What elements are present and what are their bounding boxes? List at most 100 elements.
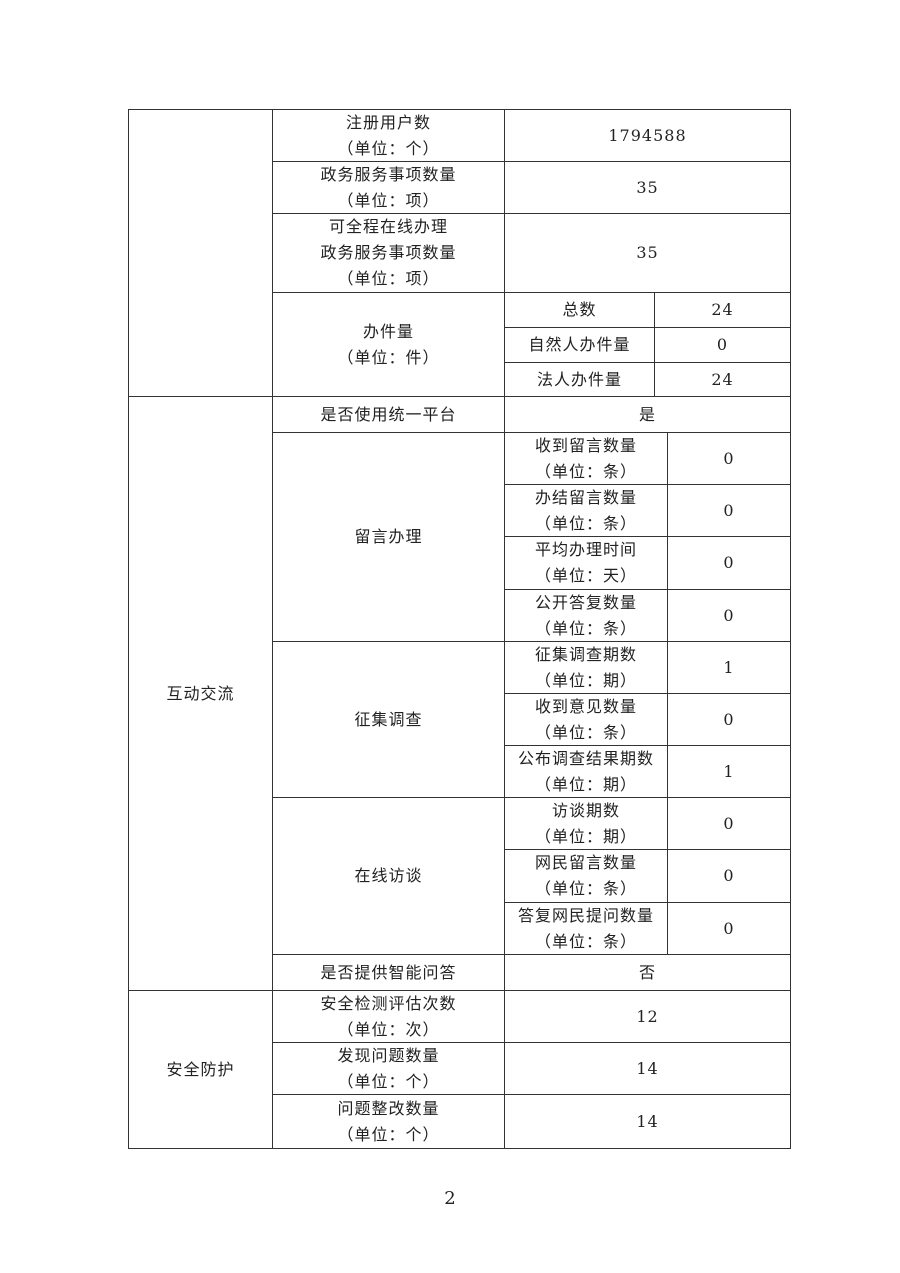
- label-text: 可全程在线办理: [328, 217, 448, 236]
- label-cell: 问题整改数量 （单位：个）: [272, 1094, 505, 1149]
- label-text: 是否提供智能问答: [320, 962, 457, 982]
- label-text: 办结留言数量: [534, 487, 637, 507]
- unit-text: （单位：项）: [337, 269, 440, 288]
- label-cell: 在线访谈: [272, 797, 505, 955]
- label-cell: 可全程在线办理 政务服务事项数量 （单位：项）: [272, 213, 505, 293]
- value-text: 1: [723, 657, 735, 677]
- value-cell: 14: [504, 1042, 791, 1095]
- unit-text: （单位：条）: [534, 722, 637, 742]
- sub-value-cell: 1: [667, 745, 791, 798]
- value-text: 35: [636, 243, 659, 262]
- unit-text: （单位：天）: [534, 566, 637, 585]
- label-text: 征集调查期数: [534, 644, 637, 664]
- label-text: 办件量: [362, 321, 414, 341]
- label-text: 发现问题数量: [337, 1045, 440, 1065]
- value-cell: 35: [504, 161, 791, 214]
- value-text: 24: [711, 300, 734, 319]
- value-cell: 14: [504, 1094, 791, 1149]
- label-text: 安全检测评估次数: [320, 993, 457, 1013]
- sub-label-cell: 办结留言数量 （单位：条）: [504, 484, 668, 537]
- section-cell: [128, 109, 273, 397]
- label-text: 法人办件量: [536, 369, 622, 389]
- sub-label-cell: 自然人办件量: [504, 327, 655, 363]
- value-text: 14: [636, 1111, 659, 1131]
- sub-value-cell: 24: [654, 292, 791, 328]
- label-cell: 安全检测评估次数 （单位：次）: [272, 990, 505, 1043]
- sub-label-cell: 平均办理时间 （单位：天）: [504, 536, 668, 590]
- unit-text: （单位：期）: [534, 670, 637, 690]
- sub-label-cell: 收到意见数量 （单位：条）: [504, 693, 668, 746]
- sub-label-cell: 答复网民提问数量 （单位：条）: [504, 902, 668, 955]
- sub-value-cell: 0: [667, 536, 791, 590]
- unit-text: （单位：条）: [534, 931, 637, 951]
- sub-value-cell: 0: [654, 327, 791, 363]
- unit-text: （单位：条）: [534, 513, 637, 533]
- label-text: 访谈期数: [551, 800, 620, 820]
- sub-value-cell: 0: [667, 432, 791, 485]
- label-cell: 是否提供智能问答: [272, 954, 505, 991]
- sub-label-cell: 访谈期数 （单位：期）: [504, 797, 668, 850]
- unit-text: （单位：个）: [337, 138, 440, 158]
- label-text: 自然人办件量: [528, 335, 631, 354]
- label-text: 收到留言数量: [534, 435, 637, 455]
- label-cell: 政务服务事项数量 （单位：项）: [272, 161, 505, 214]
- value-cell: 否: [504, 954, 791, 991]
- sub-label-cell: 征集调查期数 （单位：期）: [504, 641, 668, 694]
- label-text: 收到意见数量: [534, 696, 637, 716]
- sub-value-cell: 1: [667, 641, 791, 694]
- value-cell: 1794588: [504, 109, 791, 162]
- sub-value-cell: 24: [654, 362, 791, 397]
- section-cell: 安全防护: [128, 990, 273, 1149]
- label-text: 答复网民提问数量: [517, 905, 654, 925]
- value-text: 0: [723, 448, 735, 468]
- value-cell: 是: [504, 396, 791, 433]
- value-text: 24: [711, 369, 734, 389]
- value-text: 0: [723, 500, 735, 520]
- label-text: 公开答复数量: [534, 592, 637, 612]
- sub-label-cell: 收到留言数量 （单位：条）: [504, 432, 668, 485]
- sub-value-cell: 0: [667, 902, 791, 955]
- value-text: 0: [723, 553, 735, 572]
- value-cell: 35: [504, 213, 791, 293]
- value-text: 35: [636, 177, 659, 197]
- value-text: 0: [723, 866, 735, 885]
- label-text: 在线访谈: [354, 866, 423, 885]
- value-text: 0: [723, 918, 735, 938]
- sub-value-cell: 0: [667, 849, 791, 903]
- unit-text: （单位：期）: [534, 826, 637, 846]
- label-text: 是否使用统一平台: [320, 404, 457, 424]
- label-text: 政务服务事项数量: [320, 164, 457, 184]
- unit-text: （单位：条）: [534, 879, 637, 898]
- unit-text: （单位：次）: [337, 1019, 440, 1039]
- label-cell: 办件量 （单位：件）: [272, 292, 505, 397]
- sub-label-cell: 公开答复数量 （单位：条）: [504, 589, 668, 642]
- unit-text: （单位：项）: [337, 190, 440, 210]
- label-cell: 征集调查: [272, 641, 505, 798]
- label-text: 安全防护: [166, 1059, 235, 1079]
- unit-text: （单位：条）: [534, 461, 637, 481]
- section-cell: 互动交流: [128, 396, 273, 991]
- unit-text: （单位：个）: [337, 1124, 440, 1144]
- label-cell: 留言办理: [272, 432, 505, 642]
- label-text: 平均办理时间: [534, 540, 637, 559]
- label-text: 网民留言数量: [534, 853, 637, 872]
- sub-value-cell: 0: [667, 797, 791, 850]
- label-text: 总数: [562, 300, 597, 319]
- label-text: 问题整改数量: [337, 1098, 440, 1118]
- sub-label-cell: 公布调查结果期数 （单位：期）: [504, 745, 668, 798]
- value-text: 是: [638, 404, 656, 424]
- value-text: 14: [636, 1058, 659, 1078]
- label-text: 政务服务事项数量: [320, 243, 457, 262]
- value-text: 1: [723, 761, 735, 781]
- value-text: 否: [638, 962, 656, 982]
- unit-text: （单位：个）: [337, 1071, 440, 1091]
- unit-text: （单位：条）: [534, 618, 637, 638]
- page-number: 2: [444, 1188, 456, 1209]
- sub-label-cell: 网民留言数量 （单位：条）: [504, 849, 668, 903]
- value-text: 12: [636, 1006, 659, 1026]
- label-text: 互动交流: [166, 683, 235, 703]
- sub-value-cell: 0: [667, 484, 791, 537]
- label-text: 公布调查结果期数: [517, 748, 654, 768]
- label-cell: 注册用户数 （单位：个）: [272, 109, 505, 162]
- unit-text: （单位：期）: [534, 774, 637, 794]
